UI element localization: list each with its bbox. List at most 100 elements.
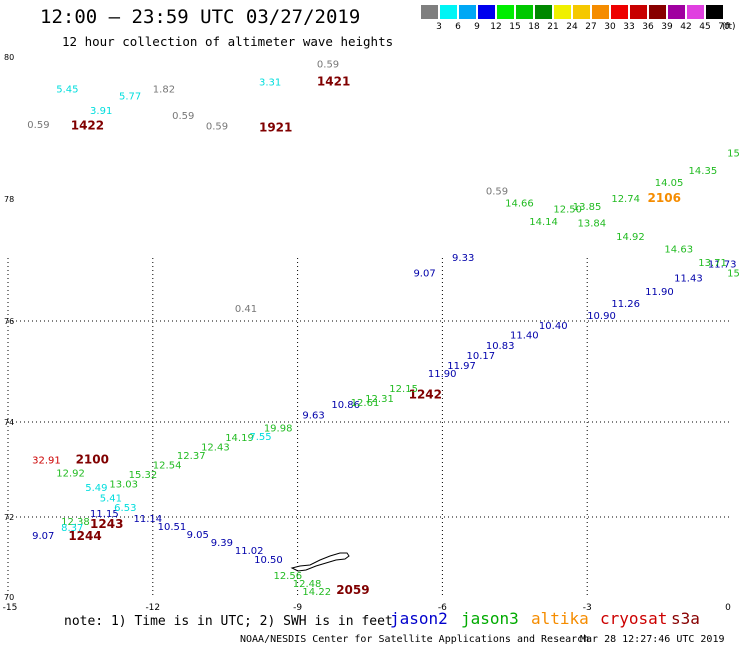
wave-height-value: 11.02 [235,546,264,557]
legend-value: 12 [490,22,502,32]
wave-height-value: 9.05 [187,530,209,541]
wave-height-value: 11.43 [674,273,703,284]
lat-tick-label: 72 [4,513,14,522]
wave-height-value: 9.07 [32,531,54,542]
lon-tick-label: -15 [3,603,18,613]
legend-unit: (ft) [722,22,736,32]
wave-height-value: 15.32 [129,470,158,481]
satellite-legend-item: s3a [671,609,700,628]
legend-value: 27 [585,22,597,32]
satellite-legend-item: jason2 [390,609,448,628]
wave-height-value: 3.91 [90,106,112,117]
wave-height-value: 0.59 [27,120,49,131]
wave-height-value: 5.45 [56,85,78,96]
wave-height-value: 0.59 [206,121,228,132]
satellite-legend-item: cryosat [600,609,668,628]
wave-height-value: 6.53 [114,503,136,514]
wave-height-value: 0.59 [486,187,508,198]
lon-tick-label: 0 [725,603,731,613]
pass-time-label: 1921 [259,121,292,135]
wave-height-value: 11.97 [447,361,476,372]
legend-value: 6 [455,22,461,32]
wave-height-value: 10.17 [467,351,496,362]
lat-tick-label: 74 [4,418,14,427]
wave-height-value: 14.63 [664,245,693,256]
legend-swatch [573,5,590,19]
legend-value: 30 [604,22,616,32]
legend-value: 39 [661,22,673,32]
footer-note: note: 1) Time is in UTC; 2) SWH is in fe… [64,614,393,629]
legend-value: 45 [699,22,711,32]
wave-height-value: 1.82 [153,85,175,96]
wave-height-value: 11.15 [90,509,119,520]
legend-value: 15 [509,22,521,32]
wave-height-value: 12.61 [351,398,380,409]
legend-swatch [440,5,457,19]
legend-swatch [516,5,533,19]
wave-height-value: 14.19 [225,433,254,444]
wave-height-value: 12.92 [56,469,85,480]
wave-height-value: 10.40 [539,321,568,332]
wave-height-value: 11.90 [428,369,457,380]
legend-value: 9 [474,22,480,32]
wave-height-value: 7.55 [249,432,271,443]
wave-height-value: 11.90 [645,287,674,298]
wave-height-value: 10.86 [331,400,360,411]
legend-swatch [421,5,438,19]
pass-time-label: 1243 [90,517,123,531]
wave-height-value: 15 [727,148,740,159]
pass-time-label: 1242 [409,387,442,401]
wave-height-value: 0.59 [317,60,339,71]
wave-height-value: 12.15 [389,384,418,395]
wave-height-value: 32.91 [32,455,61,466]
wave-height-value: 13.03 [109,480,138,491]
lat-tick-label: 80 [4,53,14,62]
island-outline [290,552,350,572]
wave-height-value: 13.85 [573,202,602,213]
satellite-legend-item: jason3 [461,609,519,628]
lat-tick-label: 78 [4,195,14,204]
lat-tick-label: 76 [4,317,14,326]
timestamp: Mar 28 12:27:46 UTC 2019 [580,634,725,645]
satellite-legend-item: altika [531,609,589,628]
pass-time-label: 2100 [76,452,109,466]
wave-height-value: 15.0 [727,268,740,279]
wave-height-value: 12.31 [365,394,394,405]
legend-value: 33 [623,22,635,32]
legend-swatch [554,5,571,19]
wave-height-value: 5.41 [100,493,122,504]
wave-height-value: 0.41 [235,304,257,315]
wave-height-value: 10.83 [486,341,515,352]
wave-height-value: 19.98 [264,424,293,435]
legend-value: 3 [436,22,442,32]
credit-line: NOAA/NESDIS Center for Satellite Applica… [240,634,590,645]
legend-swatch [630,5,647,19]
wave-height-value: 10.50 [254,555,283,566]
wave-height-value: 9.07 [413,268,435,279]
wave-height-value: 11.40 [510,331,539,342]
wave-height-value: 13.71 [698,258,727,269]
map-axis-ticks: -15 -12 -9 -6 -3 0 70 72 74 76 78 80 [3,53,731,613]
wave-height-value: 3.31 [259,77,281,88]
wave-height-value: 14.22 [302,587,331,598]
wave-height-value: 12.74 [611,194,640,205]
legend-value: 36 [642,22,654,32]
lon-tick-label: -3 [583,603,592,613]
wave-height-value: 12.43 [201,443,230,454]
wave-height-value: 12.56 [273,571,302,582]
legend-swatch [478,5,495,19]
wave-height-value: 8.37 [61,523,83,534]
wave-height-value: 12.48 [293,579,322,590]
wave-height-value: 11.14 [133,514,162,525]
legend-swatch [592,5,609,19]
lon-tick-label: -6 [438,603,447,613]
legend-value: 70 [718,22,730,32]
legend-swatch [459,5,476,19]
wave-height-value: 14.14 [529,217,558,228]
legend-swatch [611,5,628,19]
wave-height-value: 14.35 [689,166,718,177]
pass-time-label: 2059 [336,583,369,597]
pass-time-label: 1422 [71,118,104,132]
